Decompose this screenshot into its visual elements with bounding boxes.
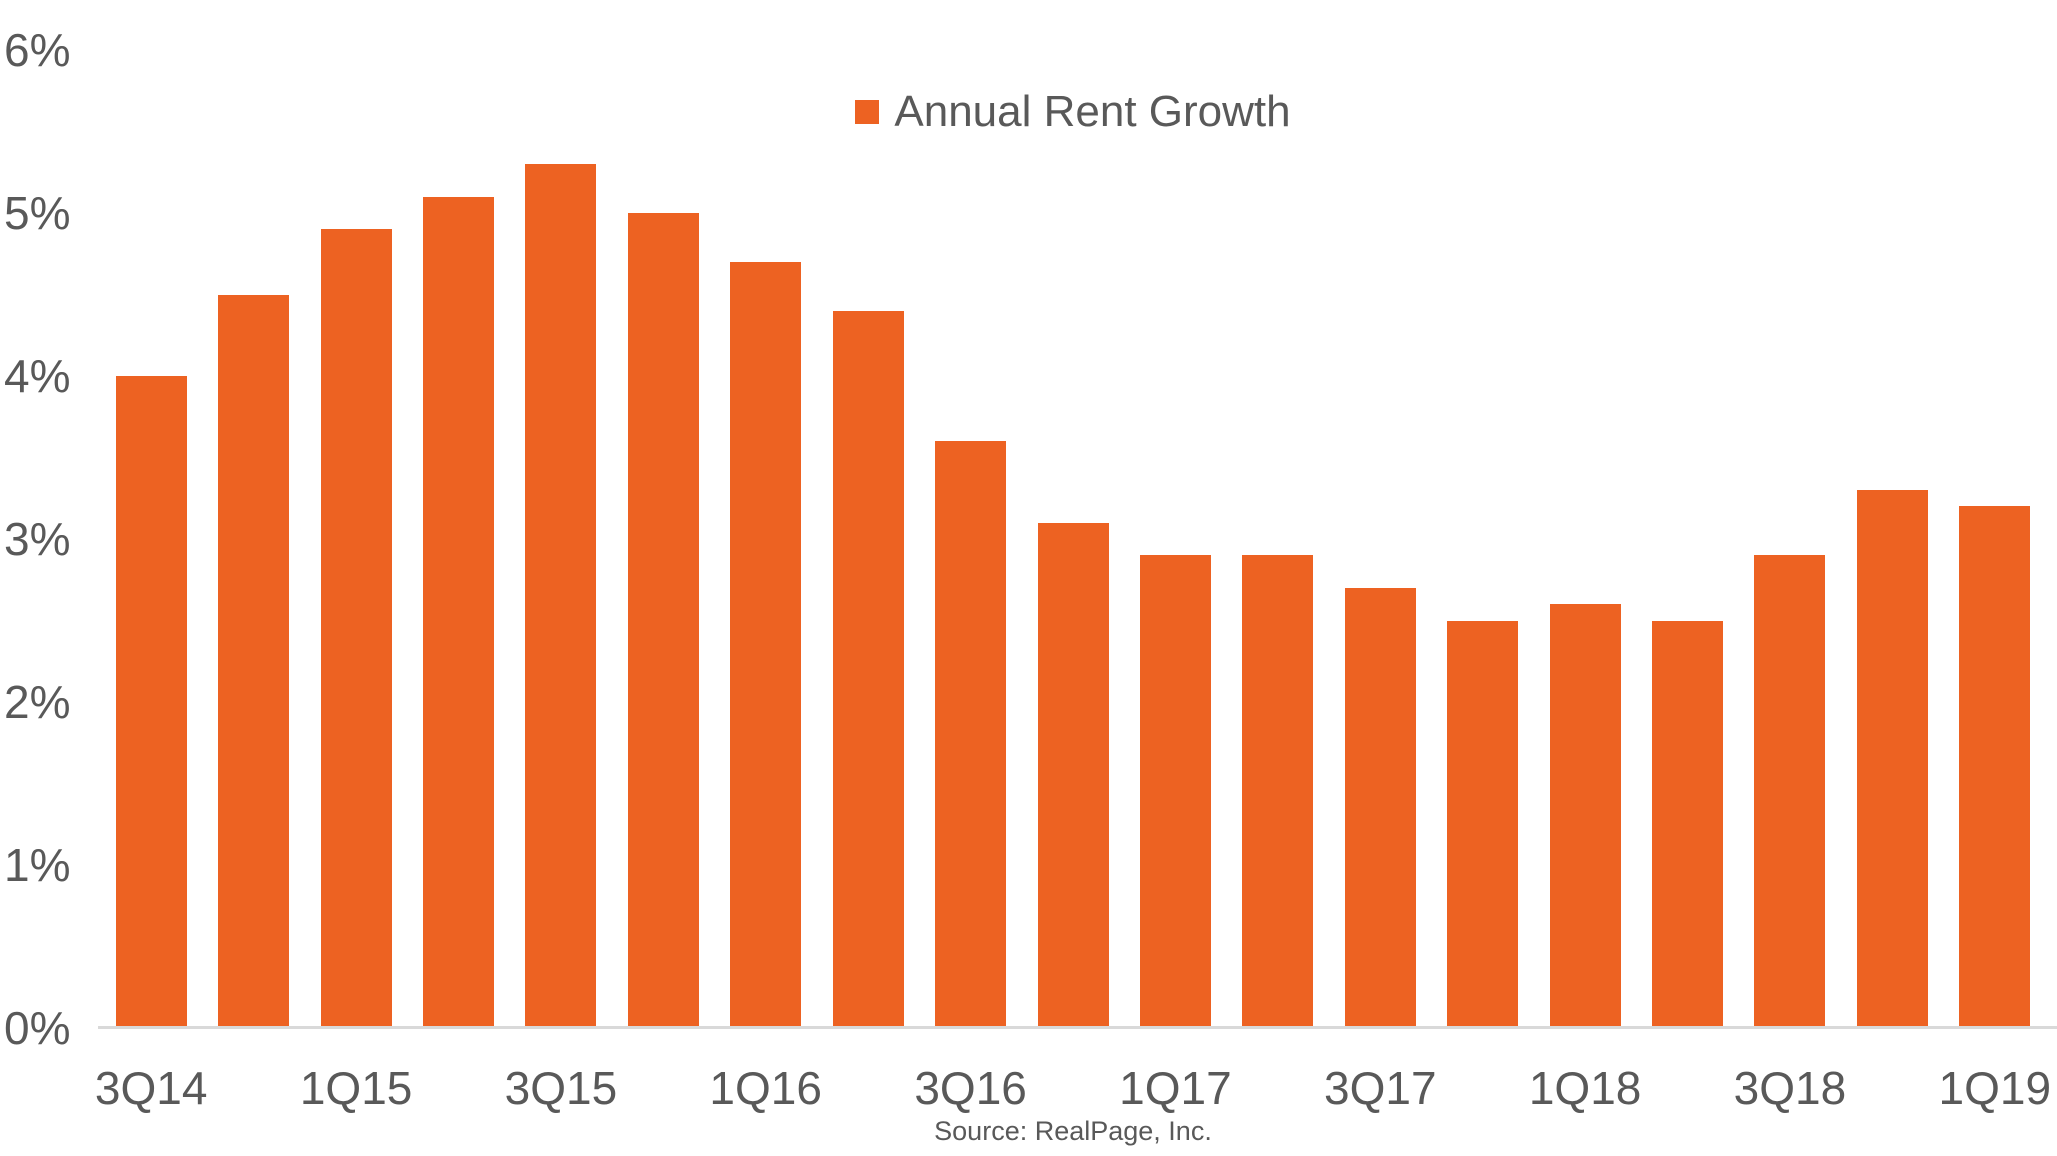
legend-swatch-icon [855,100,880,124]
bar-2q15 [423,196,494,1028]
x-axis-line [98,1026,2057,1029]
y-tick-5pct: 5% [4,187,71,239]
y-tick-0pct: 0% [4,1002,71,1054]
bar-1q15 [320,229,392,1028]
x-tick-1q19: 1Q19 [1938,1062,2052,1114]
bar-2q17 [1242,555,1314,1028]
x-tick-3q15: 3Q15 [504,1062,618,1114]
bar-4q17 [1447,620,1519,1028]
x-tick-3q16: 3Q16 [914,1062,1027,1114]
bar-3q18 [1754,555,1826,1028]
y-tick-1pct: 1% [4,839,71,891]
bar-2q18 [1652,620,1723,1028]
x-tick-1q18: 1Q18 [1528,1062,1642,1114]
bar-4q18 [1856,490,1928,1028]
bar-3q17 [1344,587,1416,1028]
y-tick-4pct: 4% [4,350,71,402]
bar-1q16 [730,261,802,1028]
bar-4q14 [218,294,290,1028]
x-tick-1q15: 1Q15 [299,1062,413,1114]
y-tick-3pct: 3% [4,513,71,565]
bar-2q16 [832,310,904,1028]
bar-3q15 [525,164,597,1028]
source-note: Source: RealPage, Inc. [934,1116,1212,1146]
x-tick-3q14: 3Q14 [94,1062,208,1114]
bar-1q17 [1139,555,1211,1028]
legend-label: Annual Rent Growth [894,87,1291,136]
legend: Annual Rent Growth [100,86,2046,138]
bar-3q14 [115,376,187,1028]
bar-3q16 [935,441,1007,1028]
x-tick-1q17: 1Q17 [1119,1062,1232,1114]
x-tick-1q16: 1Q16 [709,1062,822,1114]
x-tick-3q17: 3Q17 [1324,1062,1437,1114]
y-tick-2pct: 2% [4,676,71,728]
x-tick-3q18: 3Q18 [1733,1062,1847,1114]
y-tick-6pct: 6% [4,24,71,76]
bar-4q15 [627,213,699,1028]
bar-1q18 [1549,604,1621,1028]
bar-4q16 [1037,522,1109,1028]
bar-1q19 [1959,506,2031,1028]
